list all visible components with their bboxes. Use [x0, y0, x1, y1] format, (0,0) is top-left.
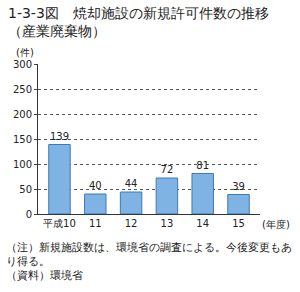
- svg-text:0: 0: [26, 209, 32, 220]
- svg-text:81: 81: [196, 160, 209, 171]
- svg-text:39: 39: [232, 181, 245, 192]
- svg-text:14: 14: [196, 218, 209, 229]
- html-text:（注）新規施設数は、環境省の調査による。今後変更もあり得る。: （注）新規施設数は、環境省の調査による。今後変更もあり得る。: [6, 241, 292, 267]
- svg-text:平成10: 平成10: [43, 218, 76, 229]
- svg-text:12: 12: [125, 218, 138, 229]
- svg-text:300: 300: [13, 59, 32, 70]
- svg-text:11: 11: [89, 218, 102, 229]
- svg-text:200: 200: [13, 109, 32, 120]
- svg-text:44: 44: [125, 178, 138, 189]
- svg-text:139: 139: [50, 131, 69, 142]
- svg-text:(件): (件): [16, 47, 34, 58]
- svg-text:150: 150: [13, 134, 32, 145]
- svg-text:50: 50: [19, 184, 32, 195]
- html-text:（資料）環境省: （資料）環境省: [6, 269, 83, 281]
- svg-text:72: 72: [161, 164, 174, 175]
- svg-text:100: 100: [13, 159, 32, 170]
- svg-text:40: 40: [89, 180, 102, 191]
- svg-text:250: 250: [13, 84, 32, 95]
- svg-text:15: 15: [232, 218, 245, 229]
- svg-text:(年度): (年度): [262, 219, 290, 230]
- svg-text:13: 13: [161, 218, 174, 229]
- html-text:1-3-3図 焼却施設の新規許可件数の推移（産業廃棄物）: 1-3-3図 焼却施設の新規許可件数の推移（産業廃棄物）: [8, 5, 269, 39]
